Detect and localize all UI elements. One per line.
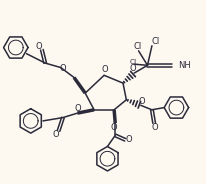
Text: O: O bbox=[125, 135, 132, 144]
Text: O: O bbox=[152, 123, 159, 132]
Text: O: O bbox=[60, 64, 66, 73]
Text: Cl: Cl bbox=[152, 37, 160, 46]
Text: NH: NH bbox=[179, 61, 191, 70]
Text: O: O bbox=[101, 65, 108, 74]
Text: O: O bbox=[53, 130, 60, 139]
Text: Cl: Cl bbox=[133, 42, 142, 51]
Text: O: O bbox=[130, 64, 136, 73]
Text: O: O bbox=[36, 42, 42, 51]
Text: O: O bbox=[138, 97, 145, 106]
Text: O: O bbox=[111, 123, 117, 132]
Text: Cl: Cl bbox=[130, 59, 137, 65]
Text: O: O bbox=[74, 104, 81, 113]
